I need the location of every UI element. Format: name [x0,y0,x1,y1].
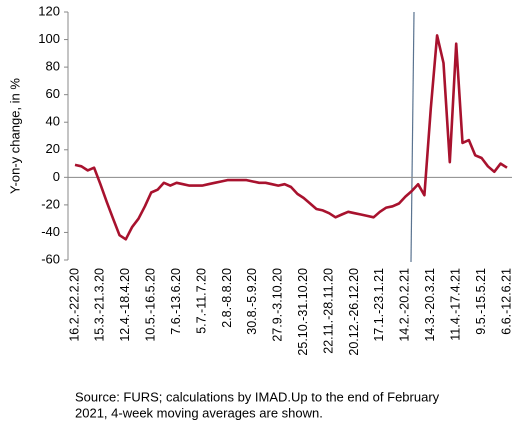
x-tick-label: 14.3.-20.3.21 [423,268,437,342]
y-tick-label: 20 [46,141,60,156]
y-tick-label: 0 [53,169,60,184]
x-tick-label: 22.11.-28.11.20 [321,268,335,354]
y-axis-label: Y-on-y change, in % [7,78,22,194]
y-tick-label: 60 [46,86,60,101]
x-tick-label: 17.1.-23.1.21 [372,268,386,342]
y-tick-label: -20 [41,196,60,211]
x-tick-label: 15.3.-21.3.20 [93,268,107,342]
x-tick-label: 30.8.-5.9.20 [245,268,259,335]
y-tick-label: 100 [38,31,60,46]
y-tick-label: 120 [38,3,60,18]
x-tick-label: 2.8.-8.8.20 [220,268,234,328]
y-tick-label: 80 [46,59,60,74]
data-line [74,34,508,241]
y-tick-label: -40 [41,224,60,239]
x-tick-label: 16.2.-22.2.20 [67,268,81,342]
x-tick-label: 25.10.-31.10.20 [296,268,310,356]
x-tick-label: 7.6.-13.6.20 [169,268,183,335]
x-tick-label: 12.4.-18.4.20 [118,268,132,342]
x-tick-label: 27.9.-3.10.20 [271,268,285,342]
x-tick-label: 9.5.-15.5.21 [474,268,488,335]
x-tick-label: 6.6.-12.6.21 [499,268,513,335]
x-tick-label: 11.4.-17.4.21 [448,268,462,341]
divider-line [410,11,415,263]
y-tick-label: -60 [41,251,60,266]
source-note: 2021, 4-week moving averages are shown. [75,405,323,420]
x-tick-label: 10.5.-16.5.20 [144,268,158,342]
source-note: Source: FURS; calculations by IMAD.Up to… [75,389,440,404]
x-tick-label: 20.12.-26.12.20 [347,268,361,356]
x-tick-label: 5.7.-11.7.20 [194,268,208,334]
y-tick-label: 40 [46,114,60,129]
x-tick-label: 14.2.-20.2.21 [398,268,412,342]
